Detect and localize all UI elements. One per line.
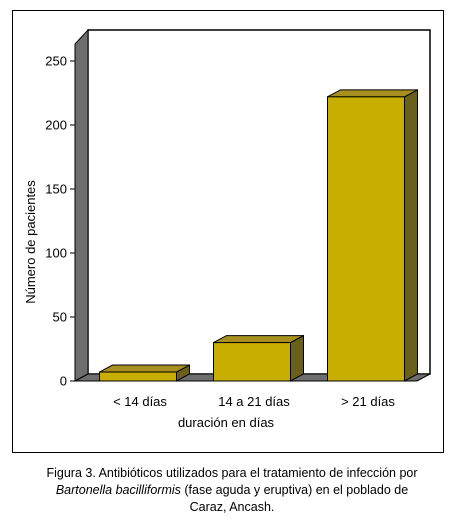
bar [213,342,291,382]
x-axis-label: duración en días [178,415,275,430]
y-tick-label: 100 [45,246,67,261]
y-tick-label: 0 [60,374,67,389]
x-tick-label: 14 a 21 días [218,394,290,409]
bars [99,89,418,382]
x-axis: < 14 días 14 a 21 días > 21 días [75,380,417,409]
y-tick-label: 50 [53,310,67,325]
figure-caption: Figura 3. Antibióticos utilizados para e… [0,465,464,516]
x-tick-label: > 21 días [341,394,395,409]
y-tick-label: 150 [45,182,67,197]
caption-species: Bartonella bacilliformis [55,483,181,497]
caption-line-2-rest: (fase aguda y eruptiva) en el poblado de [180,483,409,497]
y-axis-label: Número de pacientes [23,180,38,304]
side-wall [74,28,89,382]
chart: 0 50 100 150 200 250 < 14 días 14 a 21 días > 2… [23,28,431,430]
y-axis: 0 50 100 150 200 250 [45,44,76,389]
bar-top [99,364,190,373]
caption-line-2: Bartonella bacilliformis (fase aguda y e… [0,482,464,499]
caption-line-3: Caraz, Ancash. [189,500,275,514]
bar-side [404,89,418,382]
bar [99,371,177,382]
x-tick-label: < 14 días [113,394,167,409]
bar-side [290,334,304,382]
bar [327,96,405,382]
y-tick-label: 250 [45,54,67,69]
bar-top [327,89,418,98]
y-tick-label: 200 [45,118,67,133]
bar-top [213,335,304,344]
caption-line-1: Figura 3. Antibióticos utilizados para e… [46,466,418,480]
